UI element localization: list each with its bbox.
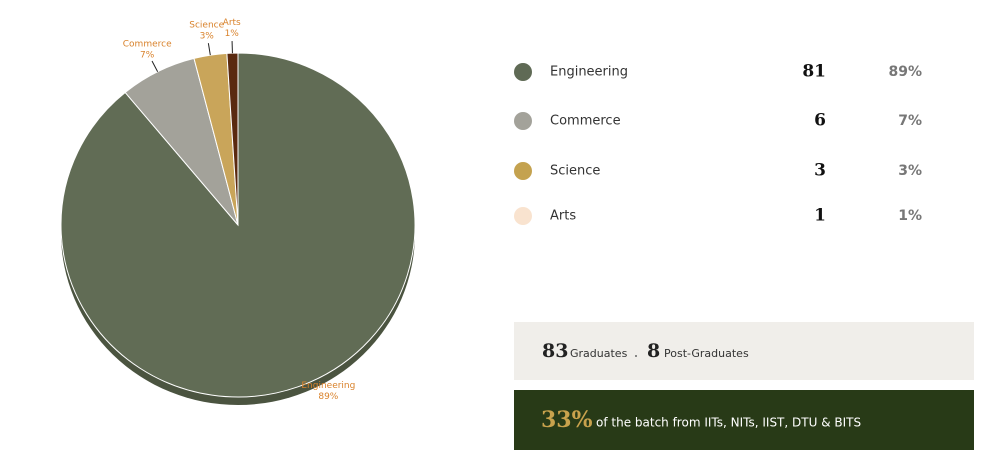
slice-label-value: 1% xyxy=(225,29,240,39)
legend-count: 3 xyxy=(814,161,826,181)
post-graduates-label: Post-Graduates xyxy=(664,347,749,360)
slice-label-name: Arts xyxy=(223,18,241,28)
legend-name: Arts xyxy=(550,209,576,224)
slice-label-name: Science xyxy=(189,21,224,31)
legend-percent: 3% xyxy=(898,163,922,179)
legend-swatch xyxy=(514,207,532,225)
slice-label-value: 3% xyxy=(200,32,215,42)
slice-label-name: Commerce xyxy=(123,39,172,49)
legend-swatch xyxy=(514,112,532,130)
slice-label-name: Engineering xyxy=(301,381,355,391)
separator xyxy=(635,355,637,357)
graduates-count: 83 xyxy=(542,340,568,362)
legend-swatch xyxy=(514,162,532,180)
legend-count: 6 xyxy=(814,111,826,131)
slice-label-value: 89% xyxy=(318,392,338,402)
leader-line xyxy=(151,60,159,72)
highlight-value: 33% xyxy=(541,407,593,433)
highlight-box xyxy=(514,390,974,450)
leader-line xyxy=(207,43,211,56)
graduates-label: Graduates xyxy=(570,347,628,360)
post-graduates-count: 8 xyxy=(647,340,660,362)
legend-name: Science xyxy=(550,164,600,179)
slice-label-value: 7% xyxy=(140,50,155,60)
summary-box xyxy=(514,322,974,380)
legend-name: Engineering xyxy=(550,65,628,80)
legend-swatch xyxy=(514,63,532,81)
highlight-text: of the batch from IITs, NITs, IIST, DTU … xyxy=(596,416,861,430)
legend-name: Commerce xyxy=(550,114,621,129)
legend-percent: 89% xyxy=(888,64,922,80)
legend-count: 81 xyxy=(802,62,826,82)
legend-percent: 7% xyxy=(898,113,922,129)
legend-count: 1 xyxy=(814,206,826,226)
legend-percent: 1% xyxy=(898,208,922,224)
pie-slice xyxy=(60,52,416,398)
